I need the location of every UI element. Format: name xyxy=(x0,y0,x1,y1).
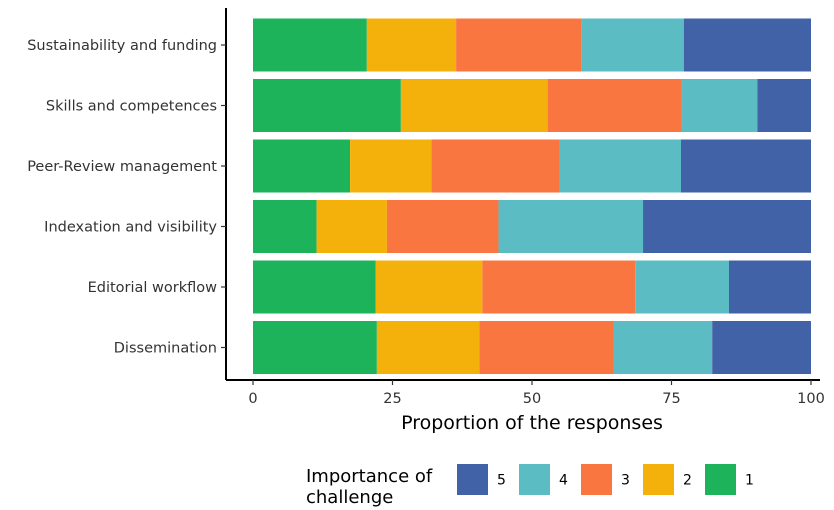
legend-label: 1 xyxy=(745,473,754,489)
bar-peer-review-management-level-5 xyxy=(680,139,811,193)
legend-title: Importance of xyxy=(306,466,433,487)
legend-key-level-2 xyxy=(643,464,674,495)
bar-peer-review-management-level-2 xyxy=(350,139,432,193)
y-tick-label: Skills and competences xyxy=(46,99,217,115)
x-axis-title: Proportion of the responses xyxy=(401,412,663,434)
bar-peer-review-management-level-3 xyxy=(431,139,560,193)
bar-editorial-workflow-level-3 xyxy=(482,260,636,314)
bar-indexation-and-visibility-level-5 xyxy=(643,200,811,253)
legend-key-level-4 xyxy=(519,464,550,495)
bar-sustainability-and-funding-level-3 xyxy=(456,18,582,72)
bar-dissemination-level-3 xyxy=(479,321,614,374)
bar-dissemination-level-1 xyxy=(253,321,377,374)
x-tick-label: 0 xyxy=(248,391,257,407)
legend-key-level-1 xyxy=(705,464,736,495)
bar-editorial-workflow-level-1 xyxy=(253,260,376,314)
x-tick-label: 100 xyxy=(797,391,825,407)
bar-peer-review-management-level-4 xyxy=(559,139,681,193)
y-tick-label: Indexation and visibility xyxy=(44,220,217,236)
legend-label: 5 xyxy=(497,473,506,489)
legend-key-level-5 xyxy=(457,464,488,495)
bar-indexation-and-visibility-level-1 xyxy=(253,200,317,253)
bar-indexation-and-visibility-level-2 xyxy=(316,200,387,253)
legend-label: 3 xyxy=(621,473,630,489)
bar-sustainability-and-funding-level-1 xyxy=(253,18,367,72)
bar-skills-and-competences-level-3 xyxy=(547,79,682,132)
bar-dissemination-level-5 xyxy=(712,321,811,374)
bar-dissemination-level-4 xyxy=(613,321,713,374)
bar-dissemination-level-2 xyxy=(376,321,480,374)
bar-skills-and-competences-level-4 xyxy=(681,79,758,132)
y-tick-label: Editorial workflow xyxy=(88,280,218,296)
legend-label: 2 xyxy=(683,473,692,489)
x-tick-label: 25 xyxy=(383,391,401,407)
bar-skills-and-competences-level-1 xyxy=(253,79,401,132)
legend-title: challenge xyxy=(306,487,393,508)
y-tick-label: Peer-Review management xyxy=(27,159,217,175)
x-tick-label: 50 xyxy=(523,391,541,407)
bar-indexation-and-visibility-level-4 xyxy=(498,200,644,253)
bar-sustainability-and-funding-level-2 xyxy=(366,18,457,72)
legend-label: 4 xyxy=(559,473,568,489)
legend-key-level-3 xyxy=(581,464,612,495)
bar-peer-review-management-level-1 xyxy=(253,139,351,193)
bar-editorial-workflow-level-4 xyxy=(635,260,729,314)
bar-skills-and-competences-level-2 xyxy=(400,79,548,132)
bar-editorial-workflow-level-2 xyxy=(375,260,483,314)
bar-skills-and-competences-level-5 xyxy=(757,79,811,132)
bar-editorial-workflow-level-5 xyxy=(728,260,811,314)
bar-sustainability-and-funding-level-5 xyxy=(683,18,811,72)
x-tick-label: 75 xyxy=(662,391,680,407)
bar-sustainability-and-funding-level-4 xyxy=(581,18,684,72)
y-tick-label: Dissemination xyxy=(114,341,217,357)
y-tick-label: Sustainability and funding xyxy=(27,38,217,54)
bar-indexation-and-visibility-level-3 xyxy=(386,200,499,253)
